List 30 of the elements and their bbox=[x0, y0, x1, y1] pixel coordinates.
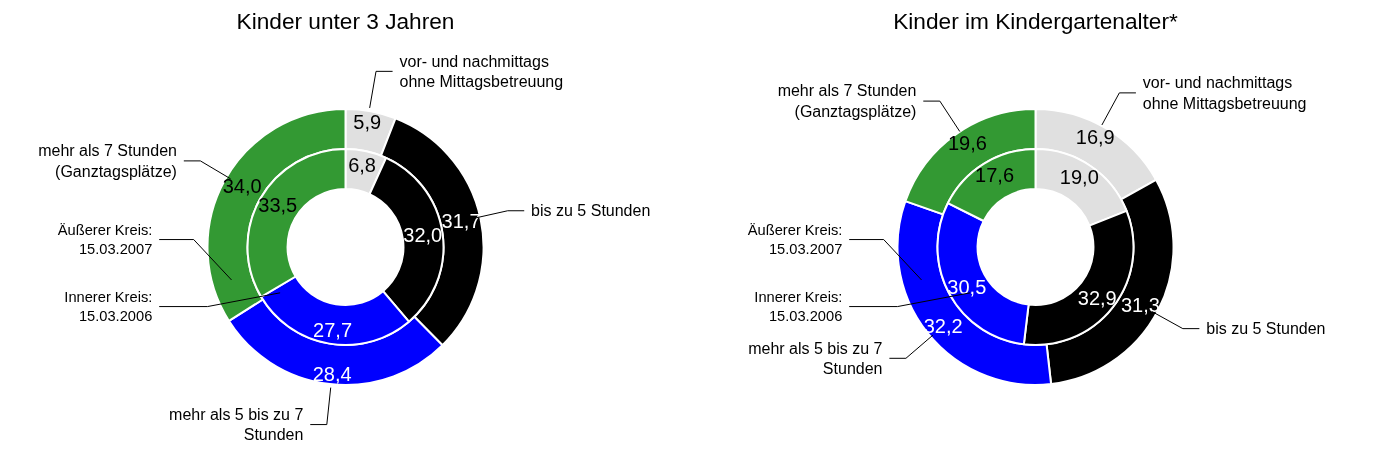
data-label: 5,9 bbox=[353, 110, 382, 133]
data-label: 16,9 bbox=[1075, 126, 1115, 149]
data-label: 33,5 bbox=[258, 194, 298, 217]
data-label: 31,7 bbox=[441, 210, 481, 233]
slice-label: mehr als 7 Stunden (Ganztagsplätze) bbox=[38, 142, 177, 180]
slice-label: Äußerer Kreis: 15.03.2007 bbox=[747, 221, 843, 258]
data-label: 19,6 bbox=[947, 132, 987, 155]
data-label: 27,7 bbox=[313, 318, 353, 341]
data-label: 32,0 bbox=[403, 224, 443, 247]
chart-title: Kinder im Kindergartenalter* bbox=[893, 7, 1178, 34]
data-label: 19,0 bbox=[1059, 166, 1099, 189]
data-label: 32,2 bbox=[923, 315, 963, 338]
data-label: 30,5 bbox=[947, 275, 987, 298]
data-label: 6,8 bbox=[348, 153, 376, 176]
data-label: 32,9 bbox=[1077, 287, 1117, 310]
slice-label: mehr als 5 bis zu 7 Stunden bbox=[748, 339, 883, 377]
slice-label: vor- und nachmittags ohne Mittagsbetreuung bbox=[1142, 74, 1307, 112]
slice-label: Äußerer Kreis: 15.03.2007 bbox=[57, 221, 153, 258]
legend-label: bis zu 5 Stunden bbox=[1206, 320, 1326, 338]
chart-title: Kinder unter 3 Jahren bbox=[236, 7, 455, 34]
slice-label: mehr als 5 bis zu 7 Stunden bbox=[169, 405, 304, 444]
data-label: 31,3 bbox=[1121, 294, 1160, 317]
slice-label: bis zu 5 Stunden bbox=[531, 202, 651, 220]
data-label: 17,6 bbox=[975, 164, 1015, 187]
slice-label: vor- und nachmittags ohne Mittagsbetreuung bbox=[399, 52, 564, 91]
data-label: 34,0 bbox=[222, 174, 262, 197]
data-label: 28,4 bbox=[312, 362, 352, 385]
slice-label: Innerer Kreis: 15.03.2006 bbox=[64, 288, 153, 325]
slice-label: Innerer Kreis: 15.03.2006 bbox=[754, 288, 843, 325]
slice-label: mehr als 7 Stunden (Ganztagsplätze) bbox=[777, 82, 917, 120]
